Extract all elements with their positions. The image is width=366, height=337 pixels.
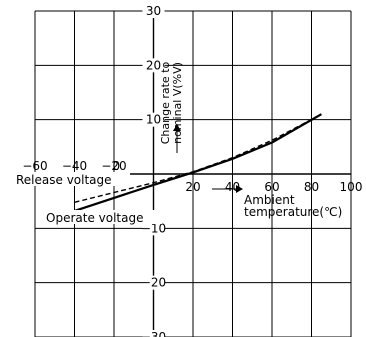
y-tick-label: 20 [146, 58, 161, 72]
x-tick-label: −20 [101, 159, 126, 173]
tick-label-bg [142, 112, 165, 127]
y-axis-arrow-head [173, 124, 181, 131]
series-label-release: Release voltage [16, 173, 112, 187]
x-tick-label: 80 [304, 180, 319, 194]
release-label-bg [14, 172, 130, 186]
operate-label-bg [44, 210, 162, 224]
x-axis-label-line-2: temperature(℃) [244, 205, 342, 219]
x-axis-arrow-head [236, 185, 243, 193]
x-axis-label-line-1: Ambient [244, 193, 295, 207]
tick-label-bg [142, 4, 165, 18]
series-lines [74, 113, 322, 212]
y-tick-label: −10 [141, 221, 166, 235]
y-axis-label-line-1: Change rate to [159, 61, 172, 144]
y-axis-label-line-2: nominal V(%V) [171, 62, 184, 144]
x-tick-label: 100 [340, 180, 363, 194]
x-tick-label: −60 [22, 159, 47, 173]
y-tick-label: 10 [146, 113, 161, 127]
series-line-operate [74, 113, 322, 212]
y-tick-label: −30 [141, 330, 166, 337]
x-tick-label: 60 [264, 180, 279, 194]
x-tick-label: 20 [185, 180, 200, 194]
tick-label-bg [142, 275, 165, 290]
series-label-operate: Operate voltage [46, 211, 143, 225]
y-tick-label: 30 [146, 4, 161, 18]
tick-label-bg [142, 58, 165, 73]
tick-label-bg [142, 221, 165, 236]
tick-label-bg [142, 330, 165, 337]
x-tick-label: 0 [113, 159, 121, 173]
y-tick-label: −20 [141, 276, 166, 290]
x-tick-label: −40 [62, 159, 87, 173]
